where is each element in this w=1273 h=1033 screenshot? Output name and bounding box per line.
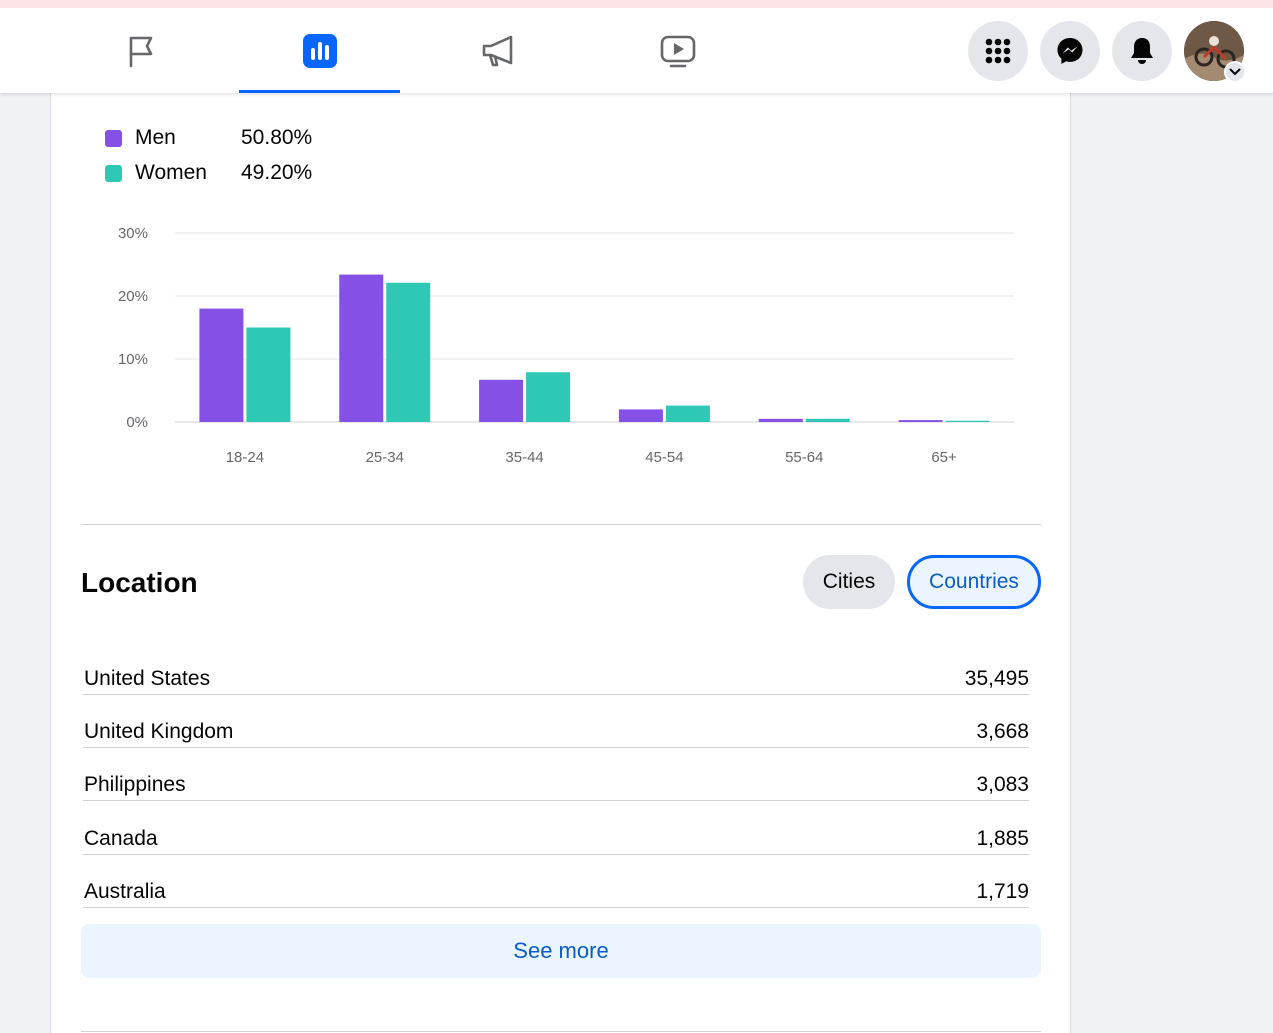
- bar-chart-icon: [302, 33, 337, 68]
- country-name: Australia: [84, 880, 166, 903]
- y-tick-label: 20%: [118, 288, 148, 305]
- x-tick-label: 65+: [931, 449, 957, 466]
- country-name: Canada: [84, 827, 158, 850]
- bar-men-55-64: [758, 418, 803, 422]
- country-value: 3,083: [976, 773, 1029, 796]
- country-name: Philippines: [84, 773, 186, 796]
- messenger-icon: [1057, 38, 1083, 64]
- y-tick-label: 30%: [118, 225, 148, 242]
- legend-label: Women: [135, 161, 207, 184]
- country-value: 1,885: [976, 827, 1029, 850]
- flag-icon: [129, 36, 152, 67]
- x-tick-label: 25-34: [366, 449, 404, 466]
- y-tick-label: 0%: [126, 414, 148, 431]
- legend-men: Men 50.80%: [105, 126, 312, 150]
- x-tick-label: 35-44: [505, 449, 543, 466]
- bar-women-65+: [945, 420, 990, 422]
- tab-insights[interactable]: [239, 8, 400, 93]
- table-row: Philippines 3,083: [83, 748, 1029, 801]
- bottom-divider: [81, 1031, 1041, 1032]
- account-menu-chevron[interactable]: [1224, 61, 1246, 83]
- menu-button[interactable]: [968, 21, 1028, 81]
- top-navigation-bar: [0, 8, 1273, 93]
- age-gender-bar-chart: 0% 10% 20% 30% 18-24 25-34 35-44 45-54 55-64 65+: [118, 225, 1014, 466]
- cities-filter-button[interactable]: Cities: [803, 555, 895, 609]
- chevron-down-icon: [1229, 68, 1241, 76]
- x-tick-label: 18-24: [226, 449, 264, 466]
- men-swatch: [105, 129, 122, 147]
- legend-label: Men: [135, 126, 176, 149]
- x-tick-label: 55-64: [785, 449, 823, 466]
- y-tick-label: 10%: [118, 351, 148, 368]
- x-tick-label: 45-54: [645, 449, 683, 466]
- table-row: Canada 1,885: [83, 802, 1029, 855]
- table-row: United Kingdom 3,668: [83, 695, 1029, 748]
- country-name: United Kingdom: [84, 720, 234, 743]
- tab-ads[interactable]: [418, 8, 579, 93]
- messenger-button[interactable]: [1040, 21, 1100, 81]
- table-row: United States 35,495: [83, 642, 1029, 695]
- section-divider: [81, 524, 1041, 525]
- bar-men-25-34: [339, 274, 384, 422]
- country-name: United States: [84, 667, 211, 690]
- bar-women-25-34: [386, 282, 431, 422]
- location-title: Location: [81, 567, 198, 598]
- browser-top-strip: [0, 0, 1273, 8]
- bar-women-18-24: [246, 327, 291, 422]
- country-value: 3,668: [976, 720, 1029, 743]
- profile-avatar[interactable]: [1184, 21, 1246, 83]
- notifications-button[interactable]: [1112, 21, 1172, 81]
- megaphone-icon: [482, 35, 512, 66]
- countries-filter-button[interactable]: Countries: [907, 555, 1041, 609]
- play-screen-icon: [660, 35, 695, 67]
- tab-pages[interactable]: [60, 8, 221, 93]
- women-swatch: [105, 164, 122, 182]
- table-row: Australia 1,719: [83, 855, 1029, 908]
- grid-menu-icon: [985, 38, 1011, 64]
- legend-women: Women 49.20%: [105, 161, 312, 185]
- legend-value: 50.80%: [241, 126, 313, 149]
- bar-men-45-54: [618, 409, 663, 422]
- bar-women-35-44: [526, 372, 571, 422]
- legend-value: 49.20%: [241, 161, 313, 184]
- tab-video[interactable]: [597, 8, 758, 93]
- bar-women-45-54: [665, 405, 710, 422]
- audience-insights-card: Men 50.80% Women 49.20% 0% 10% 20% 30% 18-24…: [50, 76, 1071, 1033]
- bar-women-55-64: [805, 418, 850, 422]
- bar-men-35-44: [479, 379, 524, 422]
- bar-men-65+: [898, 420, 943, 422]
- country-value: 35,495: [964, 667, 1029, 690]
- bell-icon: [1131, 38, 1153, 64]
- bar-men-18-24: [199, 308, 244, 422]
- see-more-button[interactable]: See more: [81, 924, 1041, 978]
- country-value: 1,719: [976, 880, 1029, 903]
